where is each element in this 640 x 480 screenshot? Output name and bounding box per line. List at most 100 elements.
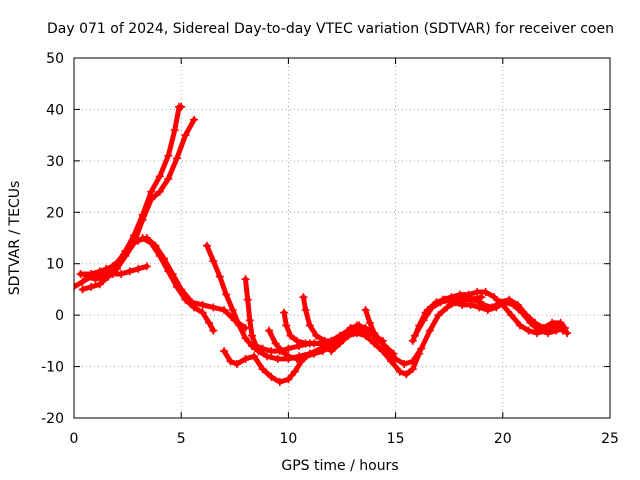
data-point: [361, 331, 370, 340]
x-axis-label: GPS time / hours: [281, 458, 398, 474]
data-point: [172, 282, 181, 291]
data-point: [252, 342, 261, 350]
data-point: [243, 295, 252, 304]
data-point: [226, 357, 235, 366]
data-point: [344, 331, 353, 340]
data-point: [267, 372, 276, 381]
data-point: [245, 316, 254, 325]
series-arc-6: [202, 241, 314, 363]
data-point: [78, 285, 87, 294]
data-point: [82, 272, 91, 281]
data-point: [292, 336, 301, 345]
data-point: [458, 300, 467, 309]
data-point: [535, 326, 544, 335]
data-point: [312, 331, 321, 340]
data-point: [395, 367, 404, 376]
data-point: [434, 311, 443, 320]
data-point: [329, 336, 338, 345]
data-point: [147, 195, 156, 204]
data-point: [155, 172, 164, 181]
data-point: [408, 365, 417, 374]
data-point: [355, 321, 364, 330]
data-point: [220, 347, 229, 356]
data-point: [76, 270, 85, 278]
data-point: [190, 303, 199, 312]
data-point: [475, 303, 484, 312]
grid-lines: [74, 58, 610, 418]
data-point: [202, 241, 211, 250]
y-tick-label: 30: [46, 154, 64, 170]
data-point: [198, 300, 207, 309]
data-point: [286, 331, 295, 340]
data-point: [507, 311, 516, 320]
data-point: [400, 360, 409, 368]
data-point: [155, 252, 164, 260]
data-point: [361, 306, 370, 314]
series-arc-14: [408, 288, 567, 345]
data-point: [320, 336, 329, 345]
data-point: [147, 239, 156, 248]
data-point: [563, 329, 572, 338]
data-point: [267, 347, 276, 356]
data-point: [190, 115, 199, 124]
data-point: [117, 270, 126, 278]
data-point: [125, 241, 134, 250]
data-point: [284, 352, 293, 361]
data-point: [74, 282, 78, 291]
data-point: [102, 264, 111, 273]
data-point: [417, 344, 426, 353]
data-point: [125, 267, 134, 276]
data-point: [301, 339, 310, 348]
data-point: [363, 326, 372, 335]
series-line: [80, 117, 197, 292]
data-point: [490, 293, 499, 302]
data-point: [280, 308, 289, 317]
series-arc-4: [82, 262, 151, 284]
data-point: [440, 295, 449, 304]
data-point: [383, 344, 392, 353]
axes: 0 5 10 15 20 25 -20 -10 0 10 20 30 40 50: [41, 51, 619, 447]
data-point: [78, 277, 87, 286]
data-point: [301, 306, 310, 314]
data-point: [220, 306, 229, 314]
data-point: [117, 254, 126, 263]
data-point: [376, 336, 385, 345]
plot-frame: [73, 57, 611, 419]
data-point: [142, 262, 151, 271]
data-point: [170, 126, 179, 134]
data-point: [370, 329, 379, 338]
data-point: [134, 236, 143, 245]
y-axis-label: SDTVAR / TECUs: [7, 181, 23, 296]
data-point: [410, 331, 419, 340]
data-point: [443, 303, 452, 312]
data-point: [100, 272, 109, 281]
series-line: [328, 330, 422, 377]
data-point: [134, 264, 143, 273]
y-tick-label: 50: [46, 51, 64, 67]
data-point: [91, 275, 100, 284]
data-point: [155, 187, 164, 196]
data-point: [299, 293, 308, 302]
data-point: [209, 257, 218, 266]
data-point: [346, 324, 355, 332]
data-point: [515, 321, 524, 330]
data-point: [470, 295, 479, 304]
data-point: [387, 357, 396, 366]
data-point: [449, 298, 458, 307]
data-point: [262, 352, 271, 361]
data-point: [164, 151, 173, 160]
x-tick-label: 0: [70, 431, 79, 447]
data-point: [228, 306, 237, 314]
data-point: [138, 234, 147, 242]
data-point: [215, 272, 224, 281]
data-point: [284, 344, 293, 353]
y-tick-label: -20: [41, 411, 64, 427]
data-point: [327, 347, 336, 356]
data-point: [258, 365, 267, 374]
x-tick-label: 15: [387, 431, 405, 447]
data-point: [391, 354, 400, 363]
data-point: [310, 349, 319, 358]
data-point: [108, 262, 117, 271]
data-point: [87, 282, 96, 291]
